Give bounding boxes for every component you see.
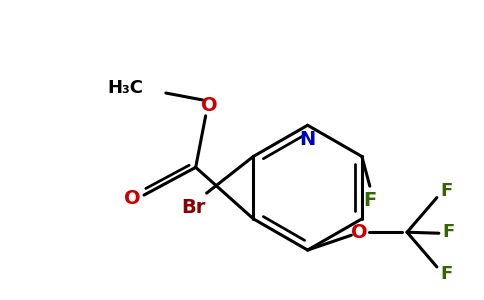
Text: O: O bbox=[351, 223, 368, 242]
Text: N: N bbox=[300, 130, 316, 148]
Text: Br: Br bbox=[182, 199, 206, 218]
Text: F: F bbox=[443, 223, 455, 241]
Text: O: O bbox=[201, 96, 218, 116]
Text: F: F bbox=[363, 190, 377, 209]
Text: O: O bbox=[124, 189, 140, 208]
Text: F: F bbox=[441, 182, 453, 200]
Text: H₃C: H₃C bbox=[107, 79, 143, 97]
Text: F: F bbox=[441, 265, 453, 283]
